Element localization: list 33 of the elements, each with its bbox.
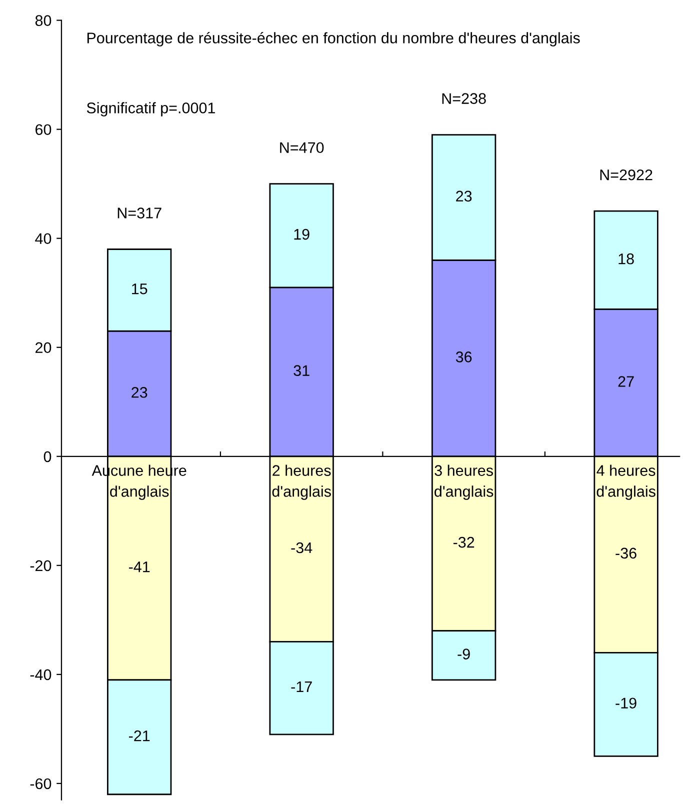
data-label: -21 xyxy=(128,730,150,742)
y-tick-label: 20 xyxy=(36,342,52,354)
x-tick-label: 2 heures d'anglais xyxy=(272,464,331,500)
y-tick-label: -40 xyxy=(30,669,52,680)
annotation: N=317 xyxy=(118,208,162,218)
data-label: -17 xyxy=(291,682,312,692)
data-label: 31 xyxy=(294,365,310,376)
data-label: -19 xyxy=(616,698,636,709)
y-tick-label: 40 xyxy=(35,233,52,244)
data-label: 15 xyxy=(132,284,148,294)
annotation: N=2922 xyxy=(600,169,652,180)
data-label: -41 xyxy=(128,562,150,572)
data-label: 27 xyxy=(618,376,634,387)
annotation: N=470 xyxy=(280,142,324,154)
data-label: 23 xyxy=(456,190,472,202)
data-label: 36 xyxy=(456,352,472,362)
annotation: N=238 xyxy=(442,93,486,104)
data-label: -9 xyxy=(458,648,470,660)
text: Pourcentage de réussite-échec en fonction du nombre d'heures d'anglais xyxy=(87,32,580,46)
annotation: Significatif p=.0001 xyxy=(86,102,215,116)
data-label: -36 xyxy=(616,548,636,559)
y-tick-label: 80 xyxy=(35,15,52,26)
data-label: 23 xyxy=(132,386,148,398)
y-tick-label: 60 xyxy=(36,124,52,136)
data-label: 18 xyxy=(618,253,634,264)
y-tick-label: 0 xyxy=(44,451,52,462)
y-tick-label: -20 xyxy=(30,560,52,572)
data-label: -34 xyxy=(291,542,312,554)
data-label: 19 xyxy=(294,228,310,240)
x-tick-label: 3 heures d'anglais xyxy=(434,464,494,500)
data-label: -32 xyxy=(453,536,474,548)
y-tick-label: -60 xyxy=(30,778,52,790)
x-tick-label: 4 heures d'anglais xyxy=(596,464,656,500)
